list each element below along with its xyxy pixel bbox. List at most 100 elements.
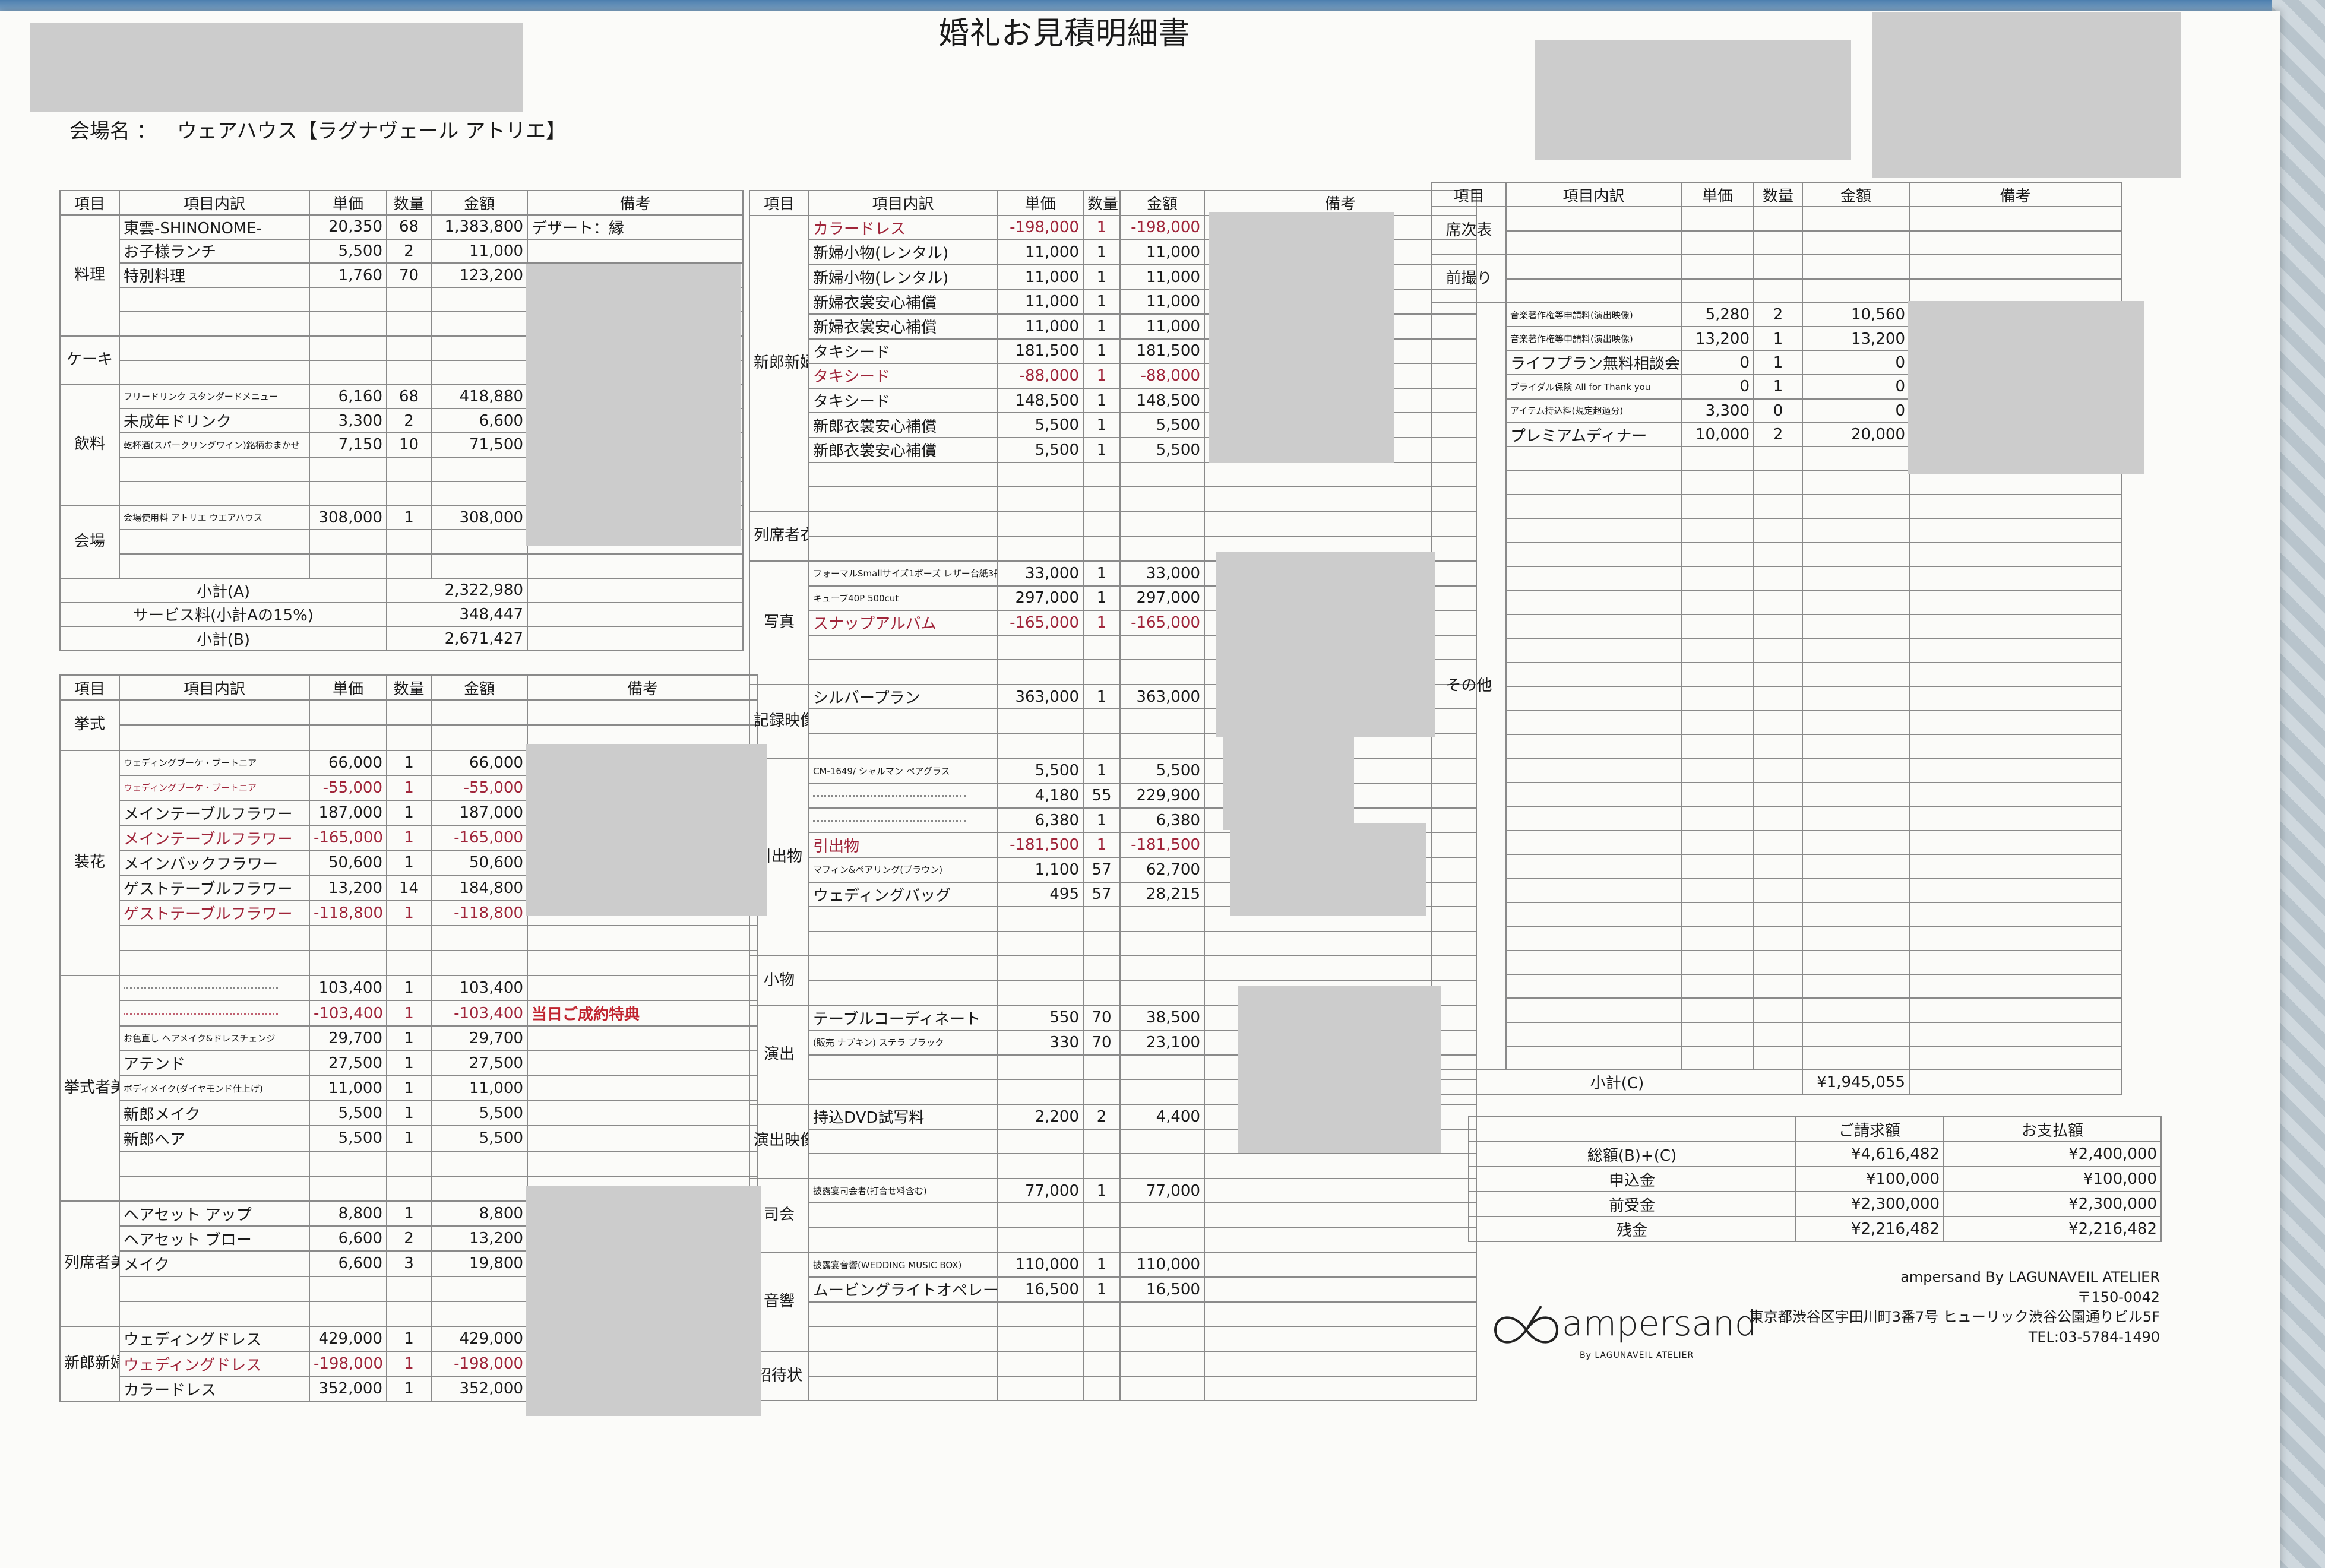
unit-price [1681,878,1754,903]
amount: 33,000 [1119,560,1205,587]
item-name [1505,566,1682,591]
note [527,553,744,579]
amount [431,1275,528,1302]
quantity [386,287,432,312]
unit-price [997,659,1084,685]
quantity: 55 [1083,783,1121,809]
summary-header-billed: ご請求額 [1795,1116,1944,1142]
empty-row: 列席者衣裳 [749,511,1477,562]
unit-price [1681,1021,1754,1047]
quantity [386,1175,432,1202]
item-name: タキシード [808,387,998,414]
item-name [1505,758,1682,783]
quantity [1753,614,1803,639]
unit-price [1681,494,1754,520]
empty-row: 招待状 [749,1350,1477,1402]
subtotal-note [1909,1069,2122,1095]
unit-price: 103,400 [309,975,387,1002]
item-name [1505,901,1682,927]
header-quantity: 数量 [386,190,432,216]
item-name [119,553,310,579]
quantity [386,699,432,726]
item-name [1505,254,1682,280]
amount: 50,600 [431,850,528,876]
table-row: お子様ランチ 5,500 2 11,000 [60,238,744,264]
quantity: 1 [1753,374,1803,400]
redaction-box [30,23,523,112]
company-address: 東京都渋谷区宇田川町3番7号 ヒューリック渋谷公園通りビル5F [1749,1309,2160,1326]
amount [431,359,528,385]
item-name [808,1326,998,1352]
item-name [1505,781,1682,807]
unit-price: 29,700 [309,1025,387,1051]
amount [1802,926,1910,951]
unit-price [997,733,1084,759]
amount: 5,500 [431,1125,528,1152]
amount: 11,000 [1119,313,1205,340]
quantity: 1 [386,1075,432,1102]
note [1909,566,2122,591]
unit-price [309,1175,387,1202]
summary-label: 申込金 [1468,1166,1796,1192]
amount [431,456,528,482]
unit-price [1681,997,1754,1023]
section-category: 演出映像 [749,1103,809,1179]
amount [1802,541,1910,568]
item-name [1505,230,1682,256]
unit-price: 6,380 [997,807,1084,834]
section-category: ケーキ [59,335,120,385]
unit-price: 50,600 [309,850,387,876]
unit-price [309,456,387,482]
table-header-row: 項目 項目内訳 単価 数量 金額 備考 [59,190,744,216]
quantity [386,311,432,337]
item-name [119,1150,310,1177]
note: 当日ご成約特典 [527,1000,758,1027]
empty-row [1432,878,2122,903]
header-category: 項目 [59,674,120,701]
item-name [808,1301,998,1328]
note [1204,1301,1477,1328]
empty-row [1432,973,2122,999]
section-category: 会場 [59,505,120,579]
quantity: 57 [1083,881,1121,908]
quantity [1083,1326,1121,1352]
unit-price [997,930,1084,957]
item-name [1505,470,1682,496]
quantity: 2 [1083,1103,1121,1130]
amount [431,699,528,726]
unit-price [1681,638,1754,663]
amount: 27,500 [431,1050,528,1077]
amount: 103,400 [431,975,528,1002]
quantity [1083,1227,1121,1253]
item-name: ウェディングブーケ・ブートニア [119,749,310,776]
subtotal-amount: 2,671,427 [386,626,528,652]
item-name [119,975,310,1002]
document-title: 婚礼お見積明細書 [938,16,1191,52]
redaction-box [1223,737,1354,830]
unit-price: 4,180 [997,783,1084,809]
item-name: ヘアセット アップ [119,1200,310,1227]
amount: 229,900 [1119,783,1205,809]
amount: 5,500 [1119,758,1205,784]
amount: 10,560 [1802,302,1910,328]
quantity [1083,1350,1121,1377]
unit-price: 308,000 [309,505,387,531]
item-name: 新郎メイク [119,1100,310,1127]
item-name [808,708,998,735]
unit-price: 27,500 [309,1050,387,1077]
note [527,975,758,1002]
unit-price: 181,500 [997,338,1084,365]
amount [1802,997,1910,1023]
unit-price [997,980,1084,1006]
item-name [1505,638,1682,663]
empty-row [60,1150,758,1177]
amount [1802,278,1910,303]
item-name: ライフプラン無料相談会 [1505,350,1682,376]
unit-price: 2,200 [997,1103,1084,1130]
amount: 181,500 [1119,338,1205,365]
amount [1802,853,1910,879]
item-name [1505,661,1682,688]
note [1909,973,2122,999]
header-category: 項目 [1431,182,1507,208]
unit-price: 77,000 [997,1177,1084,1204]
